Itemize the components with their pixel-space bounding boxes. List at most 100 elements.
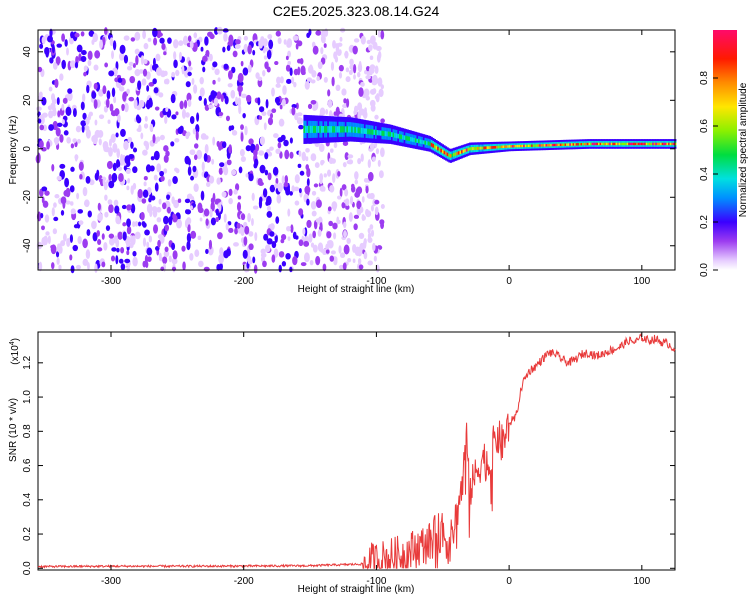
spectrogram-cell — [231, 66, 236, 74]
spectrogram-cell — [349, 126, 352, 133]
spectrogram-cell — [298, 208, 304, 216]
spectrogram-cell — [362, 128, 365, 134]
spectrogram-cell — [513, 145, 516, 148]
spectrogram-cell — [312, 125, 315, 133]
spectrogram-cell — [188, 60, 192, 67]
spectrogram-cell — [575, 143, 578, 146]
spectrogram-cell — [273, 248, 279, 258]
spectrogram-cell — [294, 174, 300, 184]
spectrogram-cell — [353, 63, 357, 74]
spectrogram-cell — [69, 234, 74, 243]
spectrogram-cell — [55, 56, 61, 65]
spectrogram-cell — [335, 84, 341, 92]
spectrogram-cell — [74, 154, 78, 162]
spectrogram-cell — [267, 34, 273, 40]
spectrogram-cell — [375, 45, 382, 52]
spectrogram-cell — [377, 77, 383, 87]
spectrogram-cell — [473, 146, 476, 151]
spectrogram-cell — [126, 88, 130, 94]
spectrogram-cell — [41, 196, 45, 204]
spectrogram-cell — [348, 126, 351, 133]
spectrogram-cell — [304, 80, 310, 90]
spectrogram-cell — [85, 175, 91, 184]
spectrogram-cell — [330, 250, 336, 255]
spectrogram-cell — [424, 140, 427, 145]
spectrogram-cell — [113, 199, 119, 207]
spectrogram-cell — [136, 128, 142, 133]
spectrogram-cell — [572, 143, 575, 146]
spectrogram-cell — [339, 187, 343, 198]
spectrogram-cell — [338, 64, 344, 72]
spectrogram-cell — [87, 50, 93, 61]
spectrogram-cell — [208, 104, 214, 109]
spectrogram-cell — [326, 231, 332, 239]
spectrogram-cell — [269, 113, 274, 119]
spectrogram-cell — [346, 126, 349, 133]
spectrogram-cell — [153, 87, 159, 94]
spectrogram-cell — [70, 265, 75, 274]
spectrogram-cell — [353, 214, 360, 219]
spectrogram-cell — [582, 142, 585, 146]
spectrogram-cell — [66, 238, 71, 247]
spectrogram-cell — [190, 205, 193, 210]
spectrogram-cell — [242, 113, 246, 119]
spectrogram-cell — [314, 125, 317, 133]
colorbar-tick-label: 0.6 — [699, 119, 710, 133]
spectrogram-cell — [276, 194, 282, 204]
spectrogram-cell — [470, 147, 473, 151]
spectrogram-cell — [94, 50, 101, 59]
spectrogram-cell — [111, 87, 116, 98]
spectrogram-cell — [218, 253, 224, 264]
spectrogram-cell — [215, 208, 219, 216]
spectrogram-cell — [106, 90, 111, 100]
spectrogram-cell — [240, 156, 247, 163]
spectrogram-cell — [164, 224, 170, 232]
spectrogram-cell — [331, 76, 335, 87]
spectrogram-cell — [109, 237, 115, 246]
spectrogram-cell — [304, 185, 311, 195]
spectrogram-cell — [82, 93, 86, 103]
spectrogram-cell — [374, 206, 379, 216]
spectrogram-cell — [147, 37, 152, 42]
spectrogram-cell — [308, 233, 313, 243]
spectrogram-cell — [67, 88, 73, 94]
spectrogram-cell — [364, 107, 367, 114]
spectrogram-cell — [222, 46, 226, 53]
spectrogram-cell — [367, 260, 373, 266]
spectrogram-cell — [207, 31, 213, 38]
spectrogram-cell — [369, 99, 376, 107]
spectrogram-cell — [228, 144, 232, 154]
spectrogram-cell — [400, 134, 403, 140]
spectrogram-y-tick-label: 20 — [22, 94, 33, 106]
spectrogram-cell — [82, 112, 87, 120]
spectrogram-cell — [346, 237, 351, 244]
spectrogram-cell — [92, 32, 98, 43]
spectrogram-cell — [96, 169, 100, 178]
spectrogram-cell — [193, 143, 199, 149]
spectrogram-cell — [345, 198, 350, 207]
spectrogram-cell — [258, 198, 263, 209]
spectrogram-cell — [311, 125, 314, 133]
spectrogram-cell — [313, 183, 319, 188]
spectrogram-cell — [645, 142, 648, 146]
spectrogram-cell — [360, 153, 364, 162]
spectrogram-cell — [258, 39, 264, 49]
spectrogram-cell — [375, 93, 380, 103]
spectrogram-cell — [176, 218, 182, 229]
spectrogram-cell — [98, 114, 105, 120]
spectrogram-cell — [322, 263, 327, 272]
spectrogram-cell — [120, 128, 126, 138]
colorbar-gradient — [713, 30, 737, 270]
spectrogram-cell — [547, 143, 550, 147]
spectrogram-cell — [378, 88, 384, 98]
spectrogram-cell — [328, 220, 334, 227]
spectrogram-cell — [144, 115, 148, 122]
spectrogram-cell — [214, 68, 220, 76]
spectrogram-cell — [41, 112, 48, 118]
spectrogram-cell — [634, 142, 637, 146]
spectrogram-cell — [237, 97, 242, 108]
snr-panel: -300 -200 -100 0 100 0.0 0.2 0.4 0.6 0.8 1.0 1.2 H… — [8, 331, 676, 595]
spectrogram-cell — [372, 242, 376, 252]
spectrogram-cell — [70, 143, 75, 149]
spectrogram-cell — [567, 143, 570, 146]
